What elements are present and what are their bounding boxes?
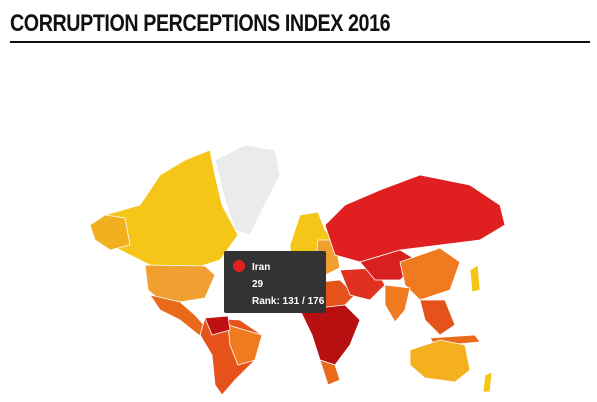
- japan: [469, 264, 481, 293]
- venezuela: [204, 315, 231, 336]
- southeast-asia: [419, 299, 456, 336]
- title-rule: [10, 41, 590, 43]
- new-zealand: [482, 371, 493, 393]
- china: [399, 247, 461, 301]
- tooltip-country: Iran: [252, 262, 270, 273]
- tooltip-box: [224, 251, 326, 313]
- usa: [144, 264, 216, 303]
- page-title: CORRUPTION PERCEPTIONS INDEX 2016: [10, 10, 391, 37]
- brazil: [227, 324, 263, 366]
- tooltip-marker: [233, 260, 245, 272]
- central-africa: [299, 304, 361, 366]
- alaska: [89, 214, 131, 251]
- southern-africa: [319, 359, 341, 386]
- tooltip-score: 29: [252, 279, 264, 290]
- tooltip-rank: Rank: 131 / 176: [252, 296, 325, 307]
- greenland: [214, 144, 281, 236]
- canada: [104, 149, 239, 269]
- india: [384, 284, 411, 323]
- australia: [409, 339, 471, 383]
